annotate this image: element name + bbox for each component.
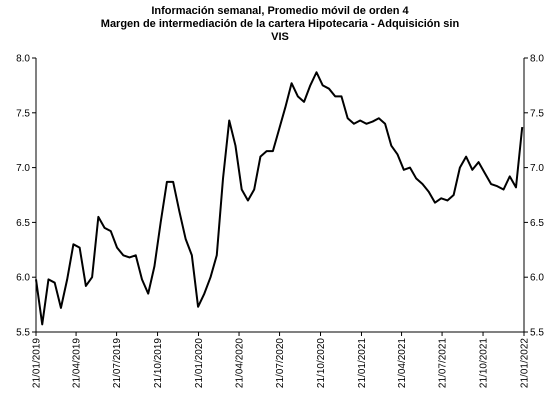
y-tick-label: 7.5 [16, 108, 30, 119]
y2-tick-label: 7.5 [530, 108, 544, 119]
x-tick-label: 21/01/2020 [194, 338, 205, 388]
x-tick-label: 21/07/2020 [275, 338, 286, 388]
chart-title: Margen de intermediación de la cartera H… [101, 18, 460, 30]
x-tick-label: 21/10/2020 [316, 338, 327, 388]
x-tick-label: 21/10/2021 [479, 338, 490, 388]
x-tick-label: 21/10/2019 [153, 338, 164, 388]
x-tick-label: 21/04/2019 [72, 338, 83, 388]
y2-tick-label: 6.5 [530, 218, 544, 229]
y2-tick-label: 8.0 [530, 54, 544, 65]
y-tick-label: 6.5 [16, 218, 30, 229]
x-tick-label: 21/01/2021 [357, 338, 368, 388]
y2-tick-label: 5.5 [530, 328, 544, 339]
x-tick-label: 21/01/2019 [32, 338, 43, 388]
y-tick-label: 8.0 [16, 54, 30, 65]
chart-title: VIS [271, 31, 289, 43]
y-tick-label: 5.5 [16, 328, 30, 339]
x-tick-label: 21/07/2021 [438, 338, 449, 388]
y2-tick-label: 6.0 [530, 273, 544, 284]
y-tick-label: 6.0 [16, 273, 30, 284]
x-tick-label: 21/04/2020 [235, 338, 246, 388]
x-tick-label: 21/01/2022 [520, 338, 531, 388]
y2-tick-label: 7.0 [530, 163, 544, 174]
line [35, 71, 524, 326]
x-tick-label: 21/04/2021 [397, 338, 408, 388]
x-tick-label: 21/07/2019 [112, 338, 123, 388]
chart-title: Información semanal, Promedio móvil de o… [151, 5, 409, 17]
y-tick-label: 7.0 [16, 163, 30, 174]
